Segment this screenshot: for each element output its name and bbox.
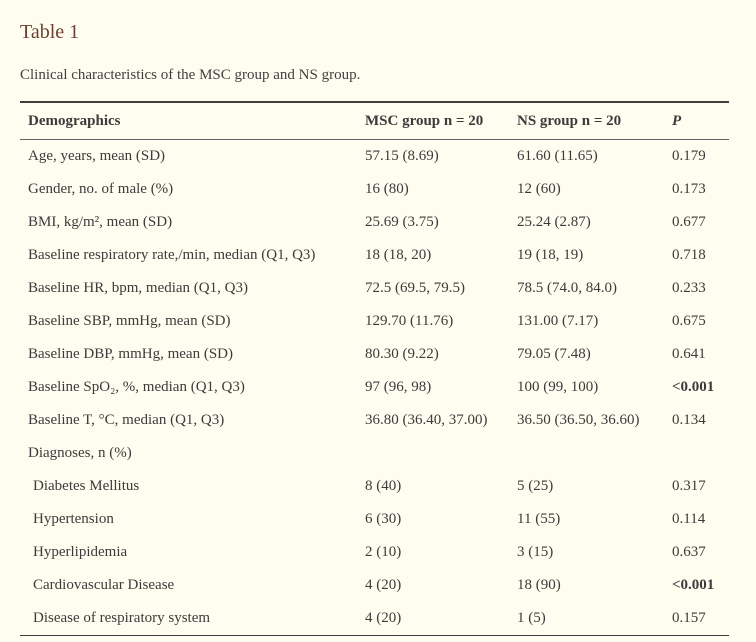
msc-value: 16 (80) (365, 181, 409, 197)
p-value: 0.677 (672, 214, 706, 230)
table-header-row: Demographics MSC group n = 20 NS group n… (20, 103, 729, 140)
msc-value: 57.15 (8.69) (365, 148, 439, 164)
table-row: Baseline DBP, mmHg, mean (SD) 80.30 (9.2… (20, 338, 729, 371)
header-ns-group: NS group n = 20 (517, 112, 622, 129)
p-value: <0.001 (672, 379, 715, 395)
msc-value: 18 (18, 20) (365, 247, 432, 263)
msc-value: 80.30 (9.22) (365, 346, 439, 362)
section-label: Diagnoses, n (%) (28, 445, 132, 461)
row-label: Baseline SpO₂, %, median (Q1, Q3) (28, 379, 245, 395)
row-label: Hyperlipidemia (33, 544, 128, 560)
msc-value: 72.5 (69.5, 79.5) (365, 280, 465, 296)
msc-value: 4 (20) (365, 577, 402, 593)
table-row: Disease of respiratory system 4 (20) 1 (… (20, 602, 729, 635)
p-value: 0.179 (672, 148, 706, 164)
row-label: Baseline SBP, mmHg, mean (SD) (28, 313, 231, 329)
table-row: Baseline respiratory rate,/min, median (… (20, 239, 729, 272)
row-label: Baseline DBP, mmHg, mean (SD) (28, 346, 233, 362)
row-label: Gender, no. of male (%) (28, 181, 174, 197)
table-row: Baseline SBP, mmHg, mean (SD) 129.70 (11… (20, 305, 729, 338)
ns-value: 131.00 (7.17) (517, 313, 599, 329)
ns-value: 79.05 (7.48) (517, 346, 591, 362)
row-label: Hypertension (33, 511, 114, 527)
p-value: 0.718 (672, 247, 706, 263)
header-msc-group: MSC group n = 20 (365, 112, 484, 129)
p-value: 0.173 (672, 181, 706, 197)
table-row: Gender, no. of male (%) 16 (80) 12 (60) … (20, 173, 729, 206)
table-row: Hypertension 6 (30) 11 (55) 0.114 (20, 503, 729, 536)
table-row: Diabetes Mellitus 8 (40) 5 (25) 0.317 (20, 470, 729, 503)
header-p-value: P (672, 112, 682, 129)
ns-value: 3 (15) (517, 544, 554, 560)
header-demographics: Demographics (28, 112, 121, 129)
p-value: 0.637 (672, 544, 706, 560)
row-label: Age, years, mean (SD) (28, 148, 166, 164)
table-row: Baseline T, °C, median (Q1, Q3) 36.80 (3… (20, 404, 729, 437)
row-label: Cardiovascular Disease (33, 577, 175, 593)
row-label: Diabetes Mellitus (33, 478, 140, 494)
row-label: Baseline HR, bpm, median (Q1, Q3) (28, 280, 248, 296)
table-section-row: Diagnoses, n (%) (20, 437, 729, 470)
ns-value: 78.5 (74.0, 84.0) (517, 280, 617, 296)
ns-value: 25.24 (2.87) (517, 214, 591, 230)
msc-value: 25.69 (3.75) (365, 214, 439, 230)
table-row: Cardiovascular Disease 4 (20) 18 (90) <0… (20, 569, 729, 602)
p-value: 0.317 (672, 478, 706, 494)
ns-value: 18 (90) (517, 577, 561, 593)
msc-value: 6 (30) (365, 511, 402, 527)
msc-value: 8 (40) (365, 478, 402, 494)
row-label: Disease of respiratory system (33, 610, 211, 626)
table-title: Table 1 (20, 21, 80, 43)
p-value: 0.134 (672, 412, 706, 428)
msc-value: 4 (20) (365, 610, 402, 626)
ns-value: 36.50 (36.50, 36.60) (517, 412, 640, 428)
msc-value: 36.80 (36.40, 37.00) (365, 412, 488, 428)
row-label: Baseline T, °C, median (Q1, Q3) (28, 412, 225, 428)
p-value: 0.641 (672, 346, 706, 362)
ns-value: 100 (99, 100) (517, 379, 599, 395)
clinical-characteristics-table: Demographics MSC group n = 20 NS group n… (20, 101, 729, 636)
row-label: BMI, kg/m², mean (SD) (28, 214, 173, 230)
p-value: 0.157 (672, 610, 706, 626)
msc-value: 97 (96, 98) (365, 379, 432, 395)
ns-value: 12 (60) (517, 181, 561, 197)
p-value: <0.001 (672, 577, 715, 593)
ns-value: 5 (25) (517, 478, 554, 494)
ns-value: 1 (5) (517, 610, 546, 626)
row-label: Baseline respiratory rate,/min, median (… (28, 247, 316, 263)
table-row: Baseline HR, bpm, median (Q1, Q3) 72.5 (… (20, 272, 729, 305)
table-row: BMI, kg/m², mean (SD) 25.69 (3.75) 25.24… (20, 206, 729, 239)
ns-value: 11 (55) (517, 511, 561, 527)
msc-value: 2 (10) (365, 544, 402, 560)
table-row: Age, years, mean (SD) 57.15 (8.69) 61.60… (20, 140, 729, 173)
table-row: Hyperlipidemia 2 (10) 3 (15) 0.637 (20, 536, 729, 569)
ns-value: 19 (18, 19) (517, 247, 584, 263)
ns-value: 61.60 (11.65) (517, 148, 598, 164)
table-caption: Clinical characteristics of the MSC grou… (20, 67, 361, 83)
p-value: 0.233 (672, 280, 706, 296)
p-value: 0.675 (672, 313, 706, 329)
table-row: Baseline SpO₂, %, median (Q1, Q3) 97 (96… (20, 371, 729, 404)
msc-value: 129.70 (11.76) (365, 313, 454, 329)
p-value: 0.114 (672, 511, 706, 527)
